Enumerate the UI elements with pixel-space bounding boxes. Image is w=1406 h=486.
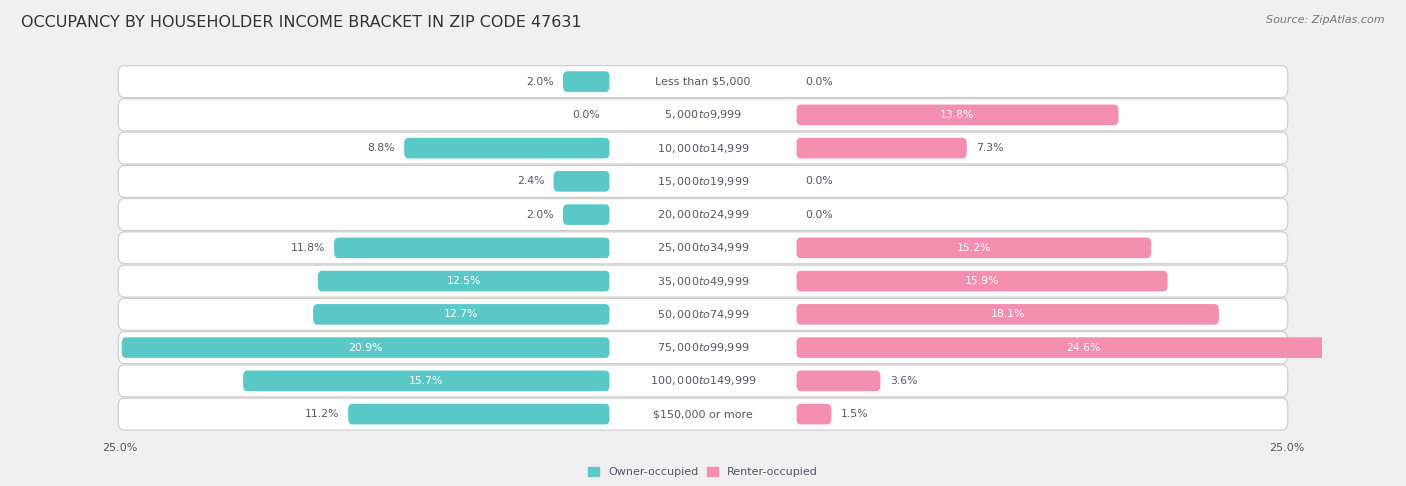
Text: 24.6%: 24.6% — [1066, 343, 1101, 353]
FancyBboxPatch shape — [796, 104, 1119, 125]
FancyBboxPatch shape — [118, 298, 1288, 330]
FancyBboxPatch shape — [610, 239, 796, 257]
Text: $35,000 to $49,999: $35,000 to $49,999 — [657, 275, 749, 288]
FancyBboxPatch shape — [796, 337, 1371, 358]
Text: 0.0%: 0.0% — [806, 209, 834, 220]
FancyBboxPatch shape — [318, 271, 610, 292]
Text: 15.7%: 15.7% — [409, 376, 443, 386]
FancyBboxPatch shape — [118, 331, 1288, 364]
Text: 2.0%: 2.0% — [526, 77, 554, 87]
FancyBboxPatch shape — [796, 304, 1219, 325]
FancyBboxPatch shape — [118, 199, 1288, 230]
Text: 12.5%: 12.5% — [447, 276, 481, 286]
FancyBboxPatch shape — [335, 238, 610, 258]
FancyBboxPatch shape — [796, 238, 1152, 258]
FancyBboxPatch shape — [118, 66, 1288, 98]
FancyBboxPatch shape — [610, 139, 796, 157]
FancyBboxPatch shape — [796, 404, 831, 424]
Text: 0.0%: 0.0% — [806, 77, 834, 87]
Text: 0.0%: 0.0% — [806, 176, 834, 186]
FancyBboxPatch shape — [610, 106, 796, 124]
FancyBboxPatch shape — [796, 138, 967, 158]
Text: $10,000 to $14,999: $10,000 to $14,999 — [657, 141, 749, 155]
FancyBboxPatch shape — [118, 232, 1288, 264]
Text: $100,000 to $149,999: $100,000 to $149,999 — [650, 374, 756, 387]
FancyBboxPatch shape — [610, 405, 796, 423]
FancyBboxPatch shape — [610, 339, 796, 357]
FancyBboxPatch shape — [122, 337, 610, 358]
Text: 8.8%: 8.8% — [367, 143, 395, 153]
FancyBboxPatch shape — [314, 304, 610, 325]
FancyBboxPatch shape — [118, 398, 1288, 430]
Text: $25,000 to $34,999: $25,000 to $34,999 — [657, 242, 749, 254]
FancyBboxPatch shape — [243, 370, 610, 391]
FancyBboxPatch shape — [349, 404, 610, 424]
Text: $15,000 to $19,999: $15,000 to $19,999 — [657, 175, 749, 188]
FancyBboxPatch shape — [118, 132, 1288, 164]
Text: 20.9%: 20.9% — [349, 343, 382, 353]
FancyBboxPatch shape — [610, 206, 796, 224]
FancyBboxPatch shape — [562, 71, 610, 92]
Text: $50,000 to $74,999: $50,000 to $74,999 — [657, 308, 749, 321]
FancyBboxPatch shape — [796, 271, 1167, 292]
Text: 1.5%: 1.5% — [841, 409, 869, 419]
FancyBboxPatch shape — [562, 204, 610, 225]
FancyBboxPatch shape — [404, 138, 610, 158]
Legend: Owner-occupied, Renter-occupied: Owner-occupied, Renter-occupied — [588, 467, 818, 477]
Text: Less than $5,000: Less than $5,000 — [655, 77, 751, 87]
FancyBboxPatch shape — [118, 165, 1288, 197]
FancyBboxPatch shape — [554, 171, 610, 191]
Text: 0.0%: 0.0% — [572, 110, 600, 120]
FancyBboxPatch shape — [796, 370, 880, 391]
FancyBboxPatch shape — [610, 72, 796, 90]
FancyBboxPatch shape — [118, 365, 1288, 397]
Text: 2.0%: 2.0% — [526, 209, 554, 220]
Text: 7.3%: 7.3% — [976, 143, 1004, 153]
FancyBboxPatch shape — [610, 305, 796, 323]
Text: OCCUPANCY BY HOUSEHOLDER INCOME BRACKET IN ZIP CODE 47631: OCCUPANCY BY HOUSEHOLDER INCOME BRACKET … — [21, 15, 582, 30]
FancyBboxPatch shape — [610, 372, 796, 390]
Text: $5,000 to $9,999: $5,000 to $9,999 — [664, 108, 742, 122]
Text: 11.8%: 11.8% — [291, 243, 325, 253]
Text: 11.2%: 11.2% — [305, 409, 339, 419]
Text: 12.7%: 12.7% — [444, 310, 478, 319]
Text: 3.6%: 3.6% — [890, 376, 917, 386]
FancyBboxPatch shape — [610, 272, 796, 290]
Text: 2.4%: 2.4% — [517, 176, 544, 186]
Text: 18.1%: 18.1% — [990, 310, 1025, 319]
FancyBboxPatch shape — [610, 173, 796, 191]
FancyBboxPatch shape — [118, 99, 1288, 131]
Text: 15.2%: 15.2% — [956, 243, 991, 253]
Text: $75,000 to $99,999: $75,000 to $99,999 — [657, 341, 749, 354]
Text: Source: ZipAtlas.com: Source: ZipAtlas.com — [1267, 15, 1385, 25]
Text: $150,000 or more: $150,000 or more — [654, 409, 752, 419]
Text: 13.8%: 13.8% — [941, 110, 974, 120]
FancyBboxPatch shape — [118, 265, 1288, 297]
Text: $20,000 to $24,999: $20,000 to $24,999 — [657, 208, 749, 221]
Text: 15.9%: 15.9% — [965, 276, 1000, 286]
